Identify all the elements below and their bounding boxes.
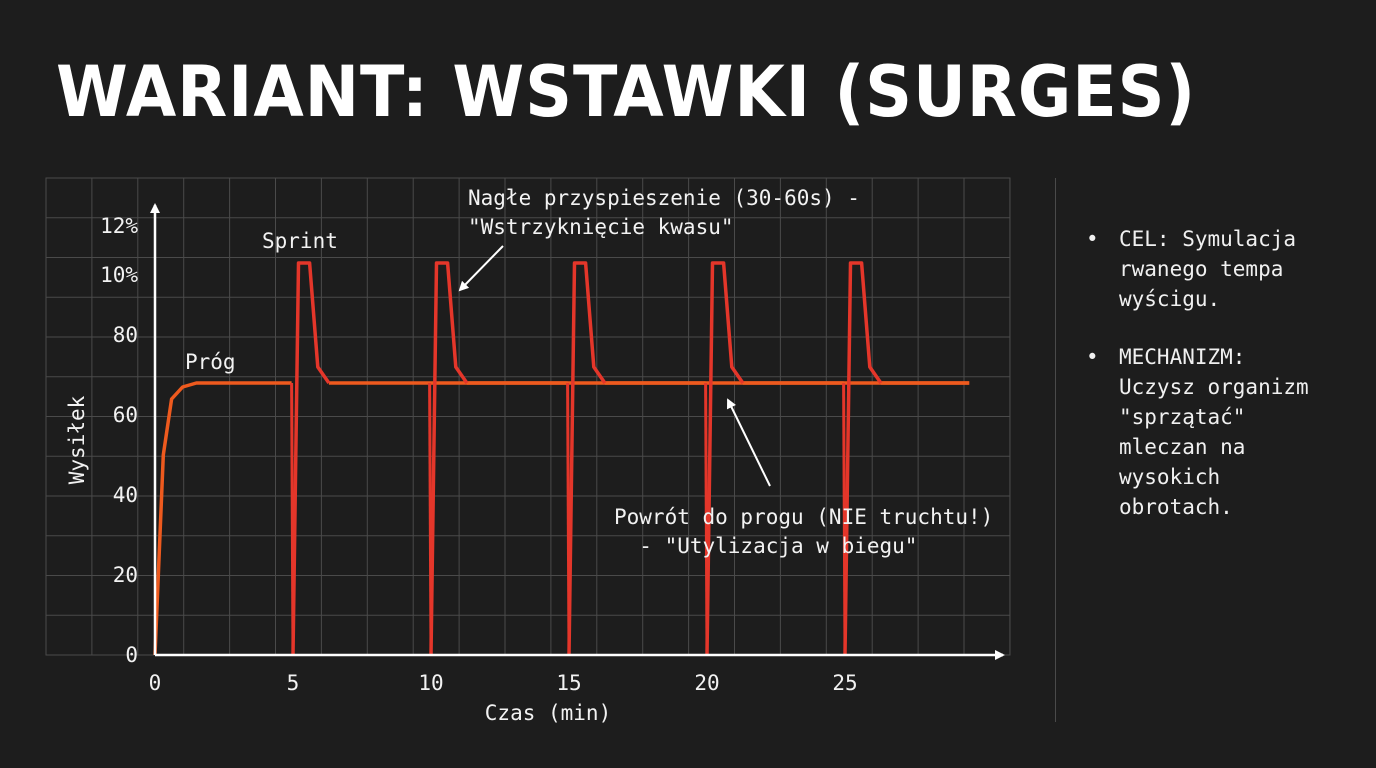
surge-segment xyxy=(429,261,469,656)
return-arrow xyxy=(727,398,771,487)
x-axis-title: Czas (min) xyxy=(485,701,611,725)
y-tick-label: 10% xyxy=(100,263,138,287)
x-tick-label: 15 xyxy=(556,671,581,695)
surge-drop xyxy=(842,382,847,656)
bullet-icon: • xyxy=(1086,227,1099,251)
x-tick-label: 5 xyxy=(287,671,300,695)
chart-grid xyxy=(45,177,1011,656)
surge-segment xyxy=(291,261,331,656)
surge-drop xyxy=(428,382,433,656)
note-goal: • CEL: Symulacja rwanego tempa wyścigu. xyxy=(1086,224,1366,314)
surge-drop xyxy=(704,382,709,656)
page-title: WARIANT: WSTAWKI (SURGES) xyxy=(56,51,1197,133)
note-goal-text: CEL: Symulacja rwanego tempa wyścigu. xyxy=(1119,227,1297,311)
panel-divider xyxy=(1055,178,1056,722)
x-tick-label: 10 xyxy=(418,671,443,695)
surge-segment xyxy=(567,261,607,656)
effort-chart: 0 5 10 15 20 25 0 20 40 60 80 10% 12% Czas (min) Wys… xyxy=(45,177,1011,725)
x-tick-label: 25 xyxy=(832,671,857,695)
note-mechanism-text: MECHANIZM: Uczysz organizm "sprzątać" ml… xyxy=(1119,345,1309,519)
note-mechanism: • MECHANIZM: Uczysz organizm "sprzątać" … xyxy=(1086,342,1366,522)
y-tick-label: 60 xyxy=(113,403,138,427)
x-tick-label: 20 xyxy=(694,671,719,695)
surge-segment xyxy=(843,261,883,656)
surge-drop xyxy=(290,382,295,656)
surge-drop xyxy=(566,382,571,656)
chart-series xyxy=(153,261,970,656)
x-tick-label: 0 xyxy=(149,671,162,695)
chart-axes xyxy=(150,203,1005,660)
surge-arrow xyxy=(458,245,504,292)
chart-svg: 0 5 10 15 20 25 0 20 40 60 80 10% 12% Czas (min) Wys… xyxy=(45,177,1011,725)
y-axis-title: Wysiłek xyxy=(65,395,89,484)
chart-annotations: Próg Sprint Nagłe przyspieszenie (30-60s… xyxy=(185,186,993,558)
threshold-segment xyxy=(153,381,292,656)
surge-segment xyxy=(705,261,745,656)
y-tick-label: 80 xyxy=(113,323,138,347)
bullet-icon: • xyxy=(1086,345,1099,369)
chart-tick-labels: 0 5 10 15 20 25 0 20 40 60 80 10% 12% xyxy=(100,214,858,695)
sprint-annotation: Sprint xyxy=(262,229,338,253)
return-annotation: Powrót do progu (NIE truchtu!) - "Utyliz… xyxy=(614,505,993,558)
y-tick-label: 0 xyxy=(125,643,138,667)
threshold-annotation: Próg xyxy=(185,350,236,374)
notes-list: • CEL: Symulacja rwanego tempa wyścigu. … xyxy=(1086,224,1366,550)
chart-axis-labels: Czas (min) Wysiłek xyxy=(65,395,611,725)
y-tick-label: 40 xyxy=(113,483,138,507)
y-tick-label: 20 xyxy=(113,563,138,587)
surge-annotation: Nagłe przyspieszenie (30-60s) -"Wstrzykn… xyxy=(468,186,860,239)
y-tick-label: 12% xyxy=(100,214,138,238)
